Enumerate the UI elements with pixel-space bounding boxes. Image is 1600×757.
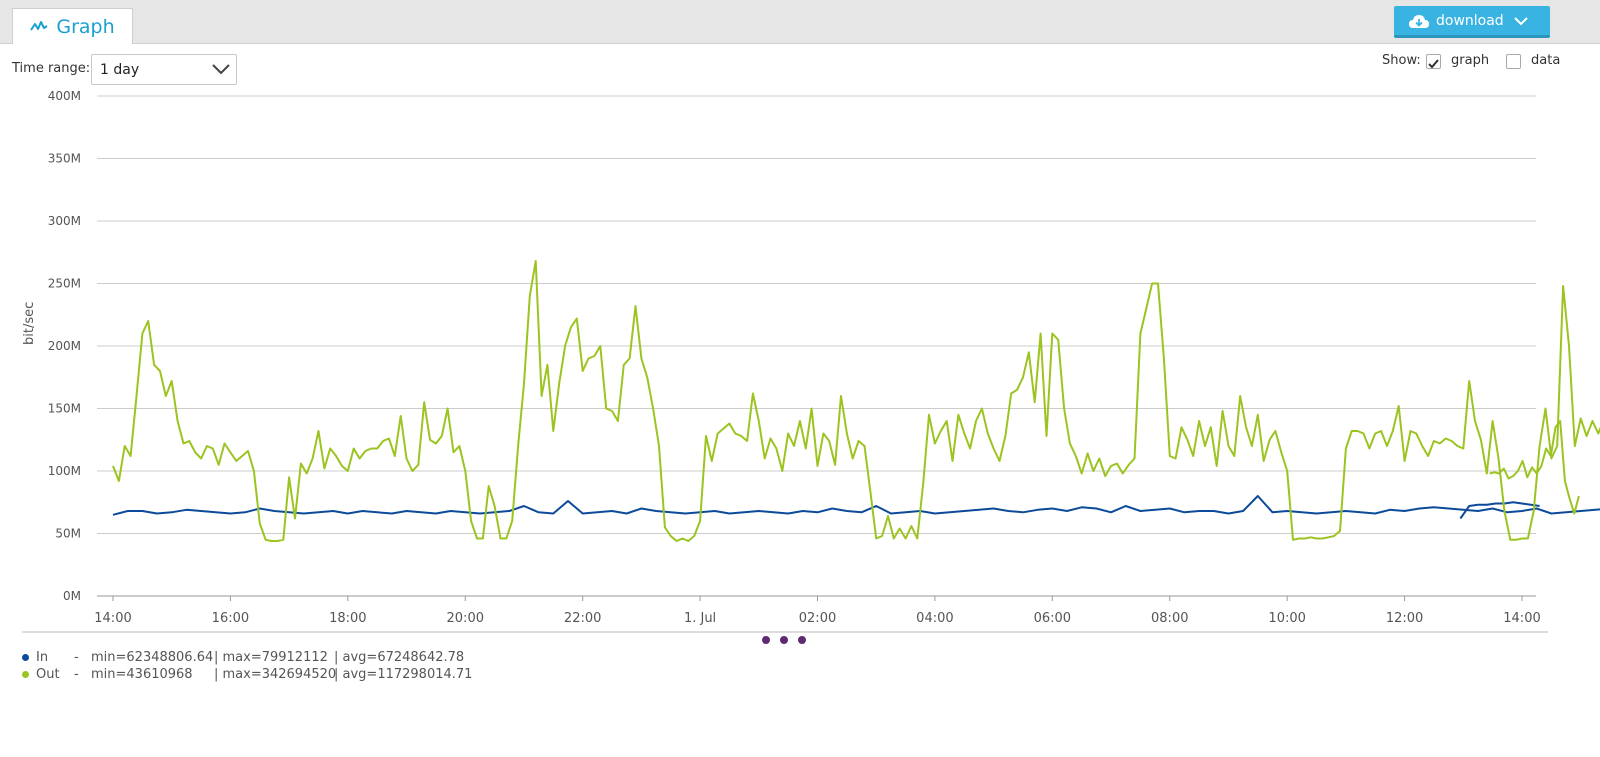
chevron-down-icon — [1513, 16, 1528, 25]
legend-avg: | avg=67248642.78 — [334, 650, 465, 665]
traffic-chart: 0M 50M 100M 150M 200M 250M 300M 350M 400M 14:00 16… — [22, 89, 1600, 633]
x-tick-label: 14:00 — [1503, 611, 1540, 626]
legend-max: | max=342694520 — [214, 667, 337, 682]
legend-row-in: In - min=62348806.64 | max=79912112 | av… — [22, 650, 464, 740]
tab-graph-label: Graph — [56, 15, 115, 38]
x-tick-label: 10:00 — [1268, 611, 1305, 626]
x-tick-label: 04:00 — [916, 611, 953, 626]
x-tick-label: 06:00 — [1034, 611, 1071, 626]
y-tick-label: 200M — [48, 339, 81, 353]
legend-max: | max=79912112 — [214, 650, 328, 665]
x-tick-label: 16:00 — [212, 611, 249, 626]
graph-checkbox[interactable] — [1426, 54, 1441, 69]
legend-name: Out — [36, 667, 60, 682]
download-label: download — [1436, 12, 1504, 29]
legend-dash: - — [74, 650, 79, 665]
x-tick-label: 18:00 — [329, 611, 366, 626]
y-tick-label: 150M — [48, 402, 81, 416]
show-label: Show: — [1382, 53, 1421, 68]
legend-row-out: Out - min=43610968 | max=342694520 | avg… — [22, 667, 472, 757]
checkmark-icon — [1428, 59, 1439, 69]
series-line-in — [1459, 501, 1540, 520]
y-tick-label: 300M — [48, 214, 81, 228]
y-tick-label: 400M — [48, 89, 81, 103]
x-tick-label: 1. Jul — [684, 611, 716, 626]
legend-min: min=62348806.64 — [91, 650, 214, 665]
line-graph-icon — [30, 20, 48, 31]
page-dot[interactable] — [798, 636, 806, 644]
series-line-out — [112, 260, 1600, 542]
graph-checkbox-label[interactable]: graph — [1451, 53, 1490, 68]
top-toolbar: Graph download — [0, 0, 1600, 44]
legend-avg: | avg=117298014.71 — [334, 667, 473, 682]
time-range-label: Time range: — [12, 61, 91, 76]
tab-graph[interactable]: Graph — [12, 8, 133, 44]
y-tick-label: 100M — [48, 464, 81, 478]
pagination-dots[interactable] — [762, 636, 806, 644]
time-range-value: 1 day — [100, 61, 140, 78]
legend-min: min=43610968 — [91, 667, 193, 682]
cloud-download-icon — [1409, 14, 1429, 28]
x-tick-label: 12:00 — [1386, 611, 1423, 626]
x-tick-label: 20:00 — [447, 611, 484, 626]
series-line-out — [1489, 420, 1580, 515]
series-line-in — [112, 495, 1600, 516]
page-dot[interactable] — [780, 636, 788, 644]
data-checkbox-label[interactable]: data — [1531, 53, 1561, 68]
legend-dot-out — [22, 671, 29, 678]
y-tick-label: 350M — [48, 152, 81, 166]
y-tick-label: 250M — [48, 277, 81, 291]
download-button[interactable]: download — [1394, 6, 1550, 38]
legend-dash: - — [74, 667, 79, 682]
y-tick-label: 0M — [63, 589, 81, 603]
x-tick-label: 08:00 — [1151, 611, 1188, 626]
chevron-down-icon — [212, 64, 230, 75]
legend-name: In — [36, 650, 49, 665]
x-tick-label: 02:00 — [799, 611, 836, 626]
data-checkbox[interactable] — [1506, 54, 1521, 69]
legend-dot-in — [22, 654, 29, 661]
y-tick-label: 50M — [55, 527, 81, 541]
x-tick-label: 14:00 — [94, 611, 131, 626]
time-range-select[interactable]: 1 day — [91, 54, 237, 85]
page-dot[interactable] — [762, 636, 770, 644]
x-tick-label: 22:00 — [564, 611, 601, 626]
